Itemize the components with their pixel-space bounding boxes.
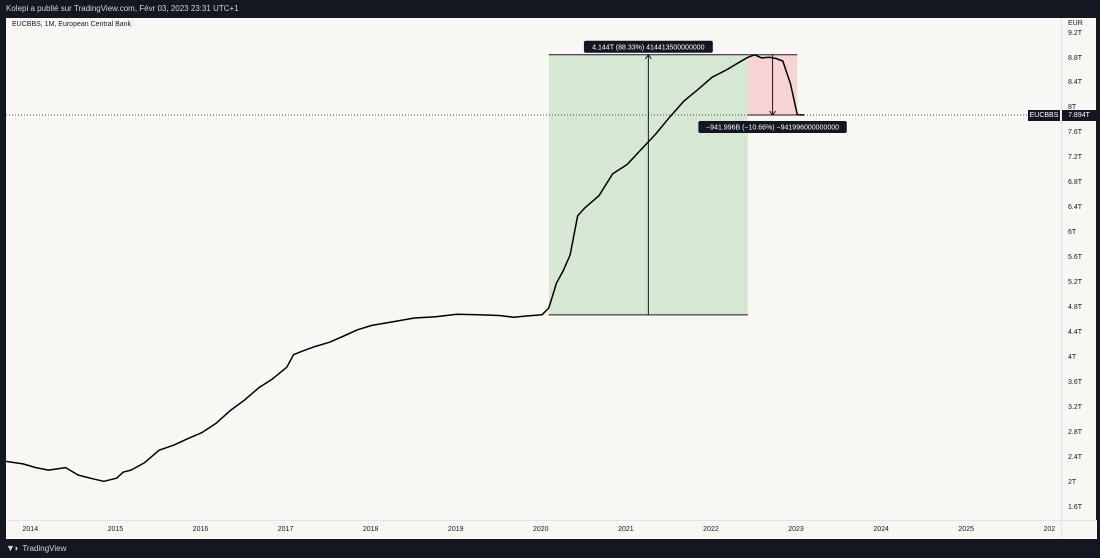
price-tick-label: 2.4T bbox=[1068, 453, 1083, 461]
last-price-tag: 7.894T bbox=[1062, 109, 1096, 121]
price-tick-label: 2T bbox=[1068, 478, 1077, 486]
footer-bar: ▼◗ TradingView bbox=[0, 539, 1100, 558]
range-label-down bbox=[698, 121, 847, 134]
currency-label: EUR bbox=[1068, 20, 1083, 27]
time-tick-label: 2025 bbox=[958, 526, 974, 533]
price-tick-label: 2.8T bbox=[1068, 428, 1083, 436]
price-tick-label: 4T bbox=[1068, 353, 1077, 361]
time-tick-label: 2021 bbox=[618, 526, 634, 533]
price-tick-label: 8T bbox=[1068, 104, 1077, 112]
tradingview-logo-icon: ▼◗ bbox=[6, 543, 19, 553]
publish-info-text: Kolepi a publié sur TradingView.com, Fév… bbox=[6, 4, 239, 13]
price-tick-label: 8.8T bbox=[1068, 54, 1083, 62]
publish-info-bar: Kolepi a publié sur TradingView.com, Fév… bbox=[0, 0, 1100, 18]
price-tick-label: 5.2T bbox=[1068, 279, 1083, 287]
series-line-0 bbox=[6, 54, 805, 483]
scale-corner bbox=[1061, 520, 1097, 540]
time-tick-label: 2016 bbox=[192, 526, 209, 533]
price-tick-label: 4.4T bbox=[1068, 328, 1083, 336]
price-scale[interactable]: EUR 9.2T 8.8T 8.4T 8T 7.6T 7.2T 6.8T 6.4T 6T 5.6T… bbox=[1061, 18, 1096, 520]
price-tick-label: 5.6T bbox=[1068, 254, 1083, 262]
time-tick-label: 202 bbox=[1043, 526, 1056, 533]
time-tick-label: 2024 bbox=[873, 526, 889, 533]
price-tick-label: 3.2T bbox=[1068, 403, 1083, 411]
time-tick-label: 2014 bbox=[22, 526, 39, 533]
price-tick-label: 4.8T bbox=[1068, 303, 1083, 311]
time-tick-label: 2020 bbox=[533, 526, 549, 533]
time-tick-label: 2018 bbox=[362, 526, 379, 533]
price-tick-label: 6T bbox=[1068, 229, 1077, 237]
price-tick-label: 7.6T bbox=[1068, 129, 1083, 137]
price-tick-label: 3.6T bbox=[1068, 378, 1083, 386]
chart-svg[interactable]: 4.144T (88.33%) 414413500000000 −941.996B… bbox=[6, 18, 1061, 520]
time-tick-label: 2023 bbox=[788, 526, 804, 533]
price-tick-label: 6.4T bbox=[1068, 204, 1083, 212]
tradingview-logo[interactable]: ▼◗ TradingView bbox=[0, 539, 66, 558]
time-tick-label: 2019 bbox=[447, 526, 464, 533]
chart-pane[interactable]: 4.144T (88.33%) 414413500000000 −941.996B… bbox=[6, 18, 1061, 520]
price-tick-label: 8.4T bbox=[1068, 79, 1083, 87]
range-arrowhead-down bbox=[769, 110, 776, 116]
price-tick-label: 1.6T bbox=[1068, 503, 1083, 511]
range-arrowhead-up bbox=[644, 53, 652, 60]
time-tick-label: 2022 bbox=[703, 526, 719, 533]
time-tick-label: 2017 bbox=[277, 526, 294, 533]
last-price-symbol-tag: EUCBBS bbox=[1028, 109, 1060, 121]
range-label-text-down: −941.996B (−10.66%) −941996000000000 bbox=[706, 125, 839, 132]
time-scale[interactable]: 2014 2015 2016 2017 2018 2019 2020 2021 2022 2023… bbox=[6, 520, 1061, 540]
time-tick-label: 2015 bbox=[107, 526, 124, 533]
tradingview-logo-text: TradingView bbox=[22, 544, 67, 553]
price-tick-label: 6.8T bbox=[1068, 179, 1083, 187]
price-tick-label: 9.2T bbox=[1068, 29, 1083, 37]
price-tick-label: 7.2T bbox=[1068, 154, 1083, 162]
range-label-text-up: 4.144T (88.33%) 414413500000000 bbox=[592, 44, 704, 51]
range-label-up bbox=[583, 40, 713, 53]
chart-legend: EUCBBS, 1M, European Central Bank bbox=[12, 21, 132, 28]
